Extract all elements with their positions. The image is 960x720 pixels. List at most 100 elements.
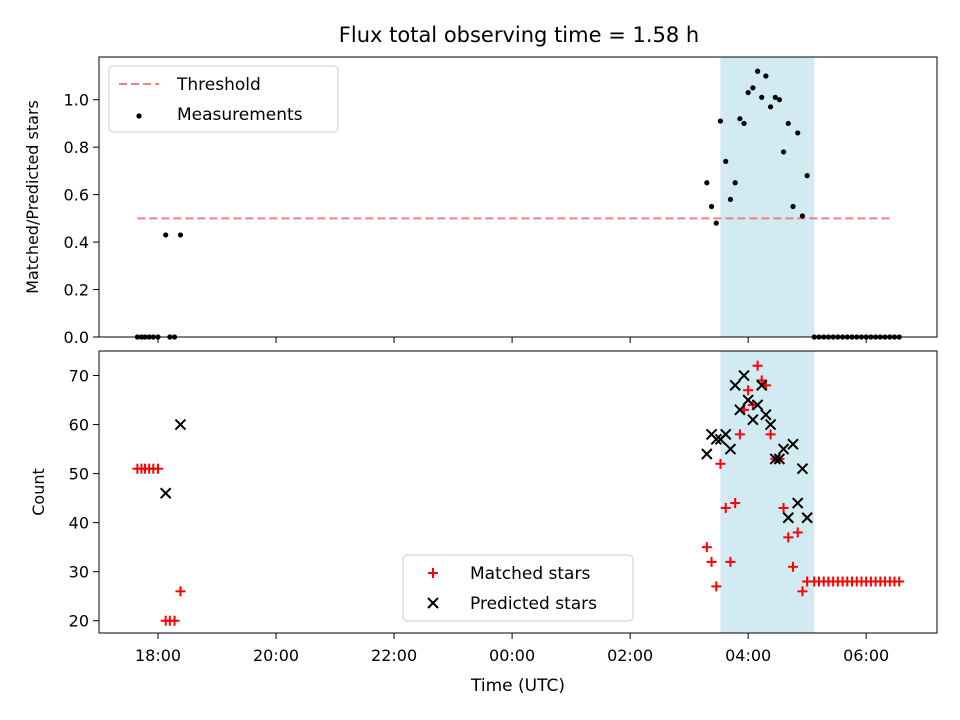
matched-star-point	[169, 615, 180, 626]
predicted-star-point-b	[738, 369, 750, 382]
bottom-panel: 20 30 40 50 60 70 18:00 20:00 22:00 00:00 02:00 04…	[29, 350, 938, 696]
matched-star-point	[720, 502, 731, 513]
chart-title: Flux total observing time = 1.58 h	[339, 23, 699, 47]
measurement-point	[163, 232, 169, 238]
predicted-star-point-b	[710, 433, 722, 445]
top-y-tick-label: 0.2	[64, 281, 89, 300]
matched-star-point	[706, 556, 717, 567]
predicted-star-point-b	[801, 512, 813, 524]
predicted-star-point-b	[720, 428, 732, 441]
predicted-star-point	[796, 462, 809, 475]
legend-matched-marker	[428, 568, 438, 578]
matched-star-point	[715, 458, 726, 469]
predicted-star-point-b	[701, 448, 713, 460]
legend-measurements-swatch	[136, 113, 142, 119]
bottom-observing-span	[720, 351, 815, 633]
top-y-axis-label: Matched/Predicted stars	[23, 100, 42, 294]
top-legend-box	[108, 65, 339, 133]
predicted-star-point	[174, 418, 187, 431]
bottom-x-tick-label: 18:00	[135, 646, 181, 665]
predicted-star-point-b	[773, 453, 786, 465]
matched-star-point	[711, 581, 722, 592]
legend-predicted-swatch	[427, 597, 439, 609]
bottom-y-tick-label: 30	[69, 563, 89, 582]
predicted-star-point	[734, 404, 746, 416]
predicted-star-point-b	[729, 379, 741, 392]
top-plot-frame	[98, 56, 938, 338]
measurement-point	[741, 120, 747, 127]
measurement-point	[763, 73, 769, 79]
bottom-y-axis-label: Count	[29, 468, 48, 516]
predicted-star-point-b	[174, 418, 187, 431]
predicted-star-point-b	[796, 462, 809, 475]
predicted-star-point	[701, 448, 713, 460]
predicted-star-point	[159, 487, 172, 499]
predicted-star-point	[710, 433, 722, 445]
predicted-star-point-b	[734, 404, 746, 416]
predicted-star-point	[742, 394, 754, 406]
predicted-star-point	[760, 409, 772, 421]
predicted-star-point	[769, 453, 782, 465]
bottom-x-axis: 18:00 20:00 22:00 00:00 02:00 04:00 06:00	[135, 633, 889, 665]
legend-threshold-label: Threshold	[176, 75, 261, 95]
measurement-point	[713, 220, 719, 226]
predicted-star-point	[782, 512, 794, 524]
top-y-tick-label: 0.8	[64, 138, 89, 157]
matched-star-point	[765, 429, 776, 440]
matched-star-point	[792, 527, 803, 538]
measurement-point	[772, 94, 778, 100]
predicted-star-point-b	[769, 453, 782, 465]
legend-predicted-label: Predicted stars	[470, 594, 597, 614]
measurement-point	[790, 203, 796, 210]
bottom-legend: Matched stars Predicted stars	[402, 554, 634, 622]
measurement-point	[799, 213, 806, 219]
matched-star-point	[743, 385, 754, 396]
predicted-star-point-b	[159, 487, 172, 499]
measurement-point	[795, 130, 801, 136]
top-observing-span	[720, 57, 815, 337]
predicted-star-point	[764, 418, 777, 431]
legend-measurements-label: Measurements	[177, 105, 303, 125]
bottom-x-tick-label: 22:00	[371, 646, 417, 665]
measurement-point	[785, 120, 791, 127]
measurement-point	[745, 89, 751, 96]
predicted-star-point	[801, 512, 813, 524]
measurements-series	[134, 68, 902, 340]
predicted-star-point-b	[777, 443, 790, 455]
predicted-star-point-b	[751, 399, 764, 411]
predicted-star-point	[747, 413, 759, 426]
legend-predicted-marker-b	[427, 597, 439, 609]
predicted-star-point	[777, 443, 790, 455]
matched-star-point	[894, 576, 905, 587]
legend-matched-swatch	[428, 568, 438, 578]
x-axis-label: Time (UTC)	[470, 676, 565, 696]
bottom-x-tick-label: 04:00	[725, 646, 771, 665]
matched-star-point	[797, 586, 808, 597]
matched-star-point	[153, 463, 164, 474]
top-y-tick-label: 1.0	[64, 91, 89, 110]
top-x-axis-ticks	[157, 337, 867, 343]
bottom-x-tick-label: 20:00	[253, 646, 299, 665]
predicted-star-point-b	[782, 512, 794, 524]
top-y-axis: 0.0 0.2 0.4 0.6 0.8 1.0	[64, 91, 99, 347]
top-y-tick-label: 0.6	[64, 186, 89, 205]
bottom-y-tick-label: 70	[69, 367, 89, 386]
predicted-star-point	[724, 443, 737, 455]
measurement-point	[767, 104, 774, 110]
legend-predicted-marker	[427, 597, 439, 609]
bottom-x-tick-label: 00:00	[489, 646, 535, 665]
bottom-y-axis: 20 30 40 50 60 70	[69, 367, 99, 631]
predicted-star-point	[738, 369, 750, 382]
predicted-star-point	[751, 399, 764, 411]
matched-star-point	[783, 532, 794, 543]
measurement-point	[732, 180, 738, 186]
predicted-star-point-b	[787, 438, 799, 450]
measurement-point	[727, 196, 734, 202]
top-legend: Threshold Measurements	[108, 65, 339, 133]
bottom-legend-box	[402, 554, 634, 622]
predicted-star-point	[773, 453, 786, 465]
matched-star-point	[752, 360, 763, 371]
legend-matched-label: Matched stars	[470, 564, 590, 584]
measurement-point	[776, 97, 783, 103]
